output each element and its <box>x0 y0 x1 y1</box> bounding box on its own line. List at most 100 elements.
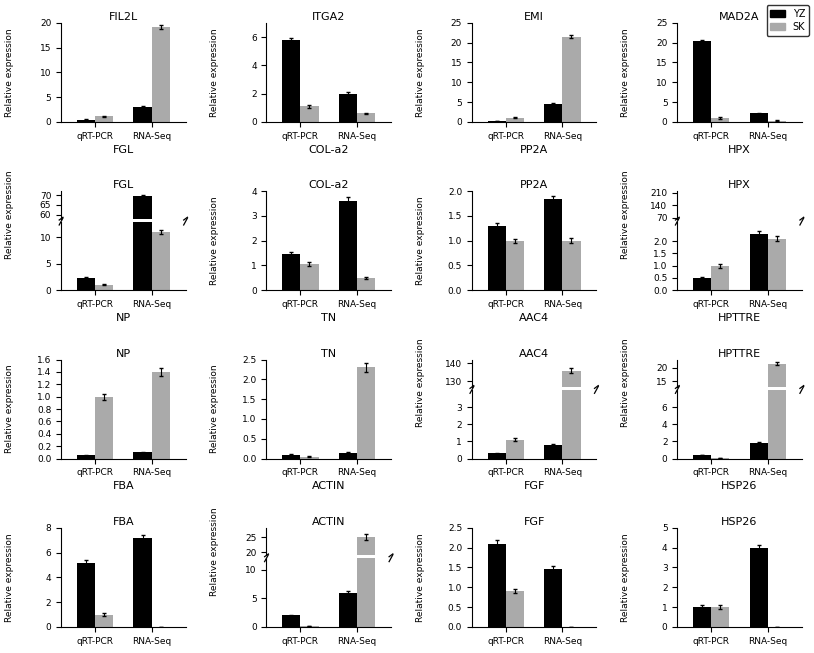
Bar <box>711 607 729 627</box>
Title: COL-a2: COL-a2 <box>309 180 349 191</box>
Title: HSP26: HSP26 <box>721 517 758 527</box>
Bar <box>562 37 580 122</box>
Y-axis label: Relative expression: Relative expression <box>5 170 14 259</box>
Title: TN: TN <box>322 349 336 358</box>
Y-axis label: Relative expression: Relative expression <box>210 197 219 285</box>
Bar <box>750 234 768 290</box>
Title: HPTTRE: HPTTRE <box>718 349 761 358</box>
Title: HPX: HPX <box>729 180 751 191</box>
Bar <box>300 264 318 290</box>
Bar <box>545 445 562 458</box>
Bar <box>562 241 580 290</box>
Y-axis label: Relative expression: Relative expression <box>621 339 630 427</box>
X-axis label: PP2A: PP2A <box>520 145 549 155</box>
Bar <box>339 93 357 122</box>
Bar <box>282 254 300 290</box>
Bar <box>357 114 375 122</box>
Bar <box>768 239 786 290</box>
Bar <box>133 538 151 627</box>
Bar <box>77 278 95 290</box>
Y-axis label: Relative expression: Relative expression <box>416 28 425 117</box>
Bar <box>151 27 169 122</box>
Y-axis label: Relative expression: Relative expression <box>210 365 219 453</box>
Title: MAD2A: MAD2A <box>720 12 759 22</box>
Bar <box>77 119 95 122</box>
Bar <box>77 455 95 458</box>
Bar <box>711 118 729 122</box>
Bar <box>357 368 375 458</box>
Bar <box>95 396 113 458</box>
Title: PP2A: PP2A <box>520 180 549 191</box>
Bar <box>151 311 169 332</box>
Bar <box>339 201 357 290</box>
Bar <box>77 562 95 627</box>
Bar <box>282 40 300 122</box>
Bar <box>95 614 113 627</box>
Bar <box>750 113 768 122</box>
Bar <box>545 199 562 290</box>
Bar <box>488 121 505 122</box>
Bar <box>768 364 786 422</box>
Bar <box>133 453 151 458</box>
X-axis label: HPX: HPX <box>729 145 751 155</box>
Y-axis label: Relative expression: Relative expression <box>621 170 630 259</box>
X-axis label: TN: TN <box>322 313 336 323</box>
Bar <box>77 328 95 332</box>
Bar <box>282 607 300 613</box>
Bar <box>694 455 711 458</box>
Title: FBA: FBA <box>112 517 134 527</box>
Bar <box>133 196 151 332</box>
Y-axis label: Relative expression: Relative expression <box>5 28 14 117</box>
Bar <box>151 232 169 290</box>
Bar <box>545 104 562 122</box>
Bar <box>505 241 524 290</box>
Bar <box>562 0 580 458</box>
Bar <box>694 278 711 290</box>
Bar <box>768 121 786 122</box>
Bar <box>768 274 786 458</box>
X-axis label: FGF: FGF <box>523 481 545 492</box>
Bar <box>95 330 113 332</box>
X-axis label: HPTTRE: HPTTRE <box>718 313 761 323</box>
Bar <box>300 456 318 458</box>
Bar <box>339 453 357 458</box>
Title: ITGA2: ITGA2 <box>312 12 345 22</box>
Title: EMI: EMI <box>524 12 544 22</box>
Bar <box>562 370 580 620</box>
Bar <box>694 42 711 122</box>
Bar <box>339 592 357 627</box>
Bar <box>151 372 169 458</box>
Bar <box>711 266 729 290</box>
Y-axis label: Relative expression: Relative expression <box>5 365 14 453</box>
Bar <box>505 118 524 122</box>
Bar <box>95 285 113 290</box>
Bar <box>488 453 505 458</box>
Bar <box>282 454 300 458</box>
Legend: YZ, SK: YZ, SK <box>767 5 809 35</box>
Bar <box>133 0 151 290</box>
X-axis label: AAC4: AAC4 <box>519 313 549 323</box>
X-axis label: HSP26: HSP26 <box>721 481 758 492</box>
Bar <box>694 607 711 627</box>
Title: FIL2L: FIL2L <box>109 12 138 22</box>
Bar <box>357 537 375 613</box>
Bar <box>505 439 524 458</box>
Y-axis label: Relative expression: Relative expression <box>416 533 425 622</box>
Title: FGL: FGL <box>112 180 134 191</box>
Bar <box>545 618 562 620</box>
Bar <box>95 116 113 122</box>
X-axis label: NP: NP <box>116 313 131 323</box>
Title: NP: NP <box>116 349 131 358</box>
X-axis label: ACTIN: ACTIN <box>312 481 345 492</box>
Y-axis label: Relative expression: Relative expression <box>5 533 14 622</box>
Y-axis label: Relative expression: Relative expression <box>621 533 630 622</box>
Bar <box>545 569 562 627</box>
Bar <box>282 615 300 627</box>
Bar <box>505 591 524 627</box>
Bar <box>750 418 768 422</box>
Bar <box>750 443 768 458</box>
Bar <box>750 548 768 627</box>
Bar <box>488 544 505 627</box>
X-axis label: COL-a2: COL-a2 <box>309 145 349 155</box>
Bar <box>488 226 505 290</box>
